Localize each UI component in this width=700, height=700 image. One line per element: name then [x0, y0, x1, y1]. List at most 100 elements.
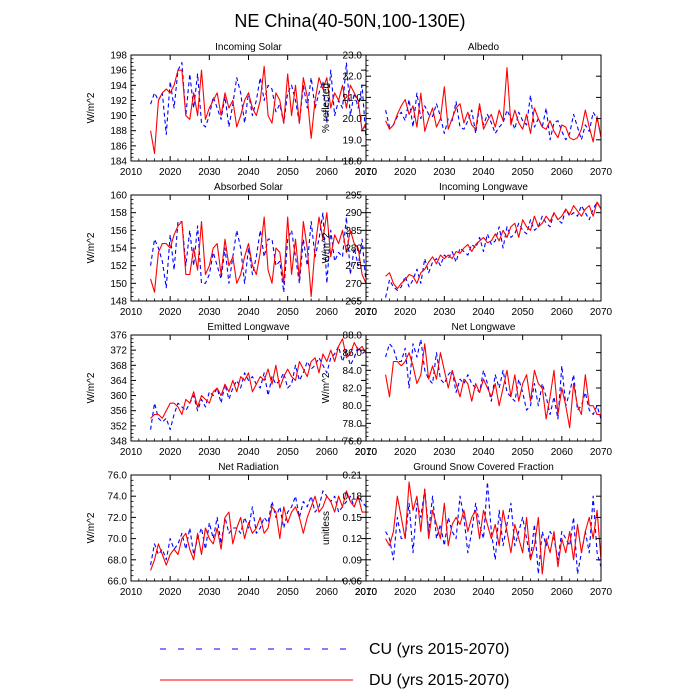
x-tick-label: 2060 — [316, 447, 339, 458]
x-tick-label: 2030 — [198, 447, 221, 458]
y-tick-label: 275 — [345, 261, 362, 272]
panel-title: Net Radiation — [218, 462, 279, 473]
y-tick-label: 280 — [345, 244, 362, 255]
x-tick-label: 2060 — [316, 167, 339, 178]
y-tick-label: 22.0 — [343, 72, 363, 83]
series-line-du — [150, 65, 367, 154]
x-tick-label: 2060 — [551, 447, 574, 458]
x-tick-label: 2020 — [159, 307, 182, 318]
series-line-du — [150, 490, 366, 571]
x-tick-label: 2060 — [551, 167, 574, 178]
x-tick-label: 2030 — [433, 167, 456, 178]
y-tick-label: 295 — [345, 191, 362, 202]
x-tick-label: 2030 — [433, 307, 456, 318]
series-line-du — [150, 338, 367, 419]
y-tick-label: 80.0 — [343, 401, 363, 412]
y-tick-label: 352 — [110, 421, 127, 432]
y-tick-label: 198 — [110, 51, 127, 62]
y-tick-label: 356 — [110, 406, 127, 417]
x-tick-label: 2010 — [120, 447, 143, 458]
y-tick-label: 0.06 — [343, 577, 363, 588]
plot-frame — [365, 474, 602, 582]
x-tick-label: 2020 — [159, 447, 182, 458]
y-tick-label: 188 — [110, 126, 127, 137]
series-line-cu — [385, 201, 602, 298]
x-tick-label: 2070 — [590, 447, 613, 458]
y-tick-label: 196 — [110, 66, 127, 77]
panel-net-radiation: Net Radiation W/m^2 2010 2020 2030 2040 2050 20… — [86, 462, 378, 598]
y-tick-label: 66.0 — [108, 577, 128, 588]
x-tick-label: 2050 — [512, 167, 535, 178]
x-tick-label: 2050 — [277, 587, 300, 598]
panel-title: Ground Snow Covered Fraction — [413, 462, 554, 473]
series-line-cu — [385, 338, 602, 420]
y-tick-label: 148 — [110, 297, 127, 308]
y-tick-label: 158 — [110, 208, 127, 219]
y-tick-label: 184 — [110, 157, 127, 168]
y-tick-label: 72.0 — [108, 513, 128, 524]
x-tick-label: 2050 — [277, 307, 300, 318]
plot-frame — [365, 334, 602, 442]
panel-title: Incoming Solar — [215, 42, 282, 53]
x-tick-label: 2060 — [551, 587, 574, 598]
y-axis-label: W/m^2 — [86, 372, 97, 403]
x-tick-label: 2010 — [120, 587, 143, 598]
x-tick-label: 2010 — [355, 167, 378, 178]
x-tick-label: 2050 — [512, 587, 535, 598]
y-tick-label: 290 — [345, 208, 362, 219]
panel-absorbed-solar: Absorbed Solar W/m^2 2010 2020 2030 2040 2050 2… — [86, 182, 378, 318]
y-tick-label: 19.0 — [343, 135, 363, 146]
series-line-cu — [150, 345, 367, 431]
y-tick-label: 0.09 — [343, 555, 363, 566]
series-line-cu — [150, 490, 367, 566]
y-tick-label: 20.0 — [343, 114, 363, 125]
y-tick-label: 70.0 — [108, 534, 128, 545]
y-tick-label: 0.15 — [343, 513, 363, 524]
series-line-du — [150, 212, 367, 298]
panel-title: Emitted Longwave — [207, 322, 290, 333]
legend-label-du: DU (yrs 2015-2070) — [369, 672, 510, 689]
panel-incoming-solar: Incoming Solar W/m^2 2010 2020 2030 2040 2050 2… — [86, 42, 378, 178]
plot-frame — [365, 54, 602, 162]
x-tick-label: 2040 — [472, 167, 495, 178]
y-tick-label: 152 — [110, 261, 127, 272]
y-axis-label: W/m^2 — [86, 92, 97, 123]
x-tick-label: 2070 — [355, 587, 378, 598]
panel-ground-snow-covered-fraction: Ground Snow Covered Fraction unitless 2010… — [321, 462, 613, 598]
y-tick-label: 270 — [345, 279, 362, 290]
y-tick-label: 21.0 — [343, 93, 363, 104]
series-line-du — [385, 481, 602, 575]
y-tick-label: 360 — [110, 391, 127, 402]
y-tick-label: 372 — [110, 346, 127, 357]
panel-incoming-longwave: Incoming Longwave W/m^2 2010 2020 2030 2040 20… — [321, 182, 613, 318]
x-tick-label: 2060 — [316, 307, 339, 318]
y-tick-label: 78.0 — [343, 419, 363, 430]
y-tick-label: 265 — [345, 297, 362, 308]
x-tick-label: 2050 — [277, 447, 300, 458]
y-tick-label: 192 — [110, 96, 127, 107]
y-tick-label: 0.18 — [343, 492, 363, 503]
panel-albedo: Albedo % reflected 2010 2020 2030 2040 2050 206… — [321, 42, 613, 178]
x-tick-label: 2020 — [394, 587, 417, 598]
y-axis-label: W/m^2 — [86, 232, 97, 263]
x-tick-label: 2070 — [590, 167, 613, 178]
x-tick-label: 2050 — [277, 167, 300, 178]
series-line-du — [385, 201, 602, 290]
panel-emitted-longwave: Emitted Longwave W/m^2 2010 2020 2030 2040 205… — [86, 322, 378, 458]
x-tick-label: 2070 — [355, 167, 378, 178]
y-tick-label: 88.0 — [343, 331, 363, 342]
y-axis-label: W/m^2 — [86, 512, 97, 543]
x-tick-label: 2020 — [394, 307, 417, 318]
panel-net-longwave: Net Longwave W/m^2 2010 2020 2030 2040 2050 206… — [321, 322, 613, 458]
series-line-cu — [150, 62, 367, 139]
y-tick-label: 186 — [110, 141, 127, 152]
x-tick-label: 2030 — [198, 587, 221, 598]
y-axis-label: unitless — [321, 511, 332, 545]
series-line-du — [385, 343, 601, 429]
legend-label-cu: CU (yrs 2015-2070) — [369, 641, 510, 658]
x-tick-label: 2060 — [551, 307, 574, 318]
y-tick-label: 74.0 — [108, 492, 128, 503]
y-tick-label: 23.0 — [343, 51, 363, 62]
x-tick-label: 2040 — [237, 447, 260, 458]
x-tick-label: 2020 — [159, 167, 182, 178]
